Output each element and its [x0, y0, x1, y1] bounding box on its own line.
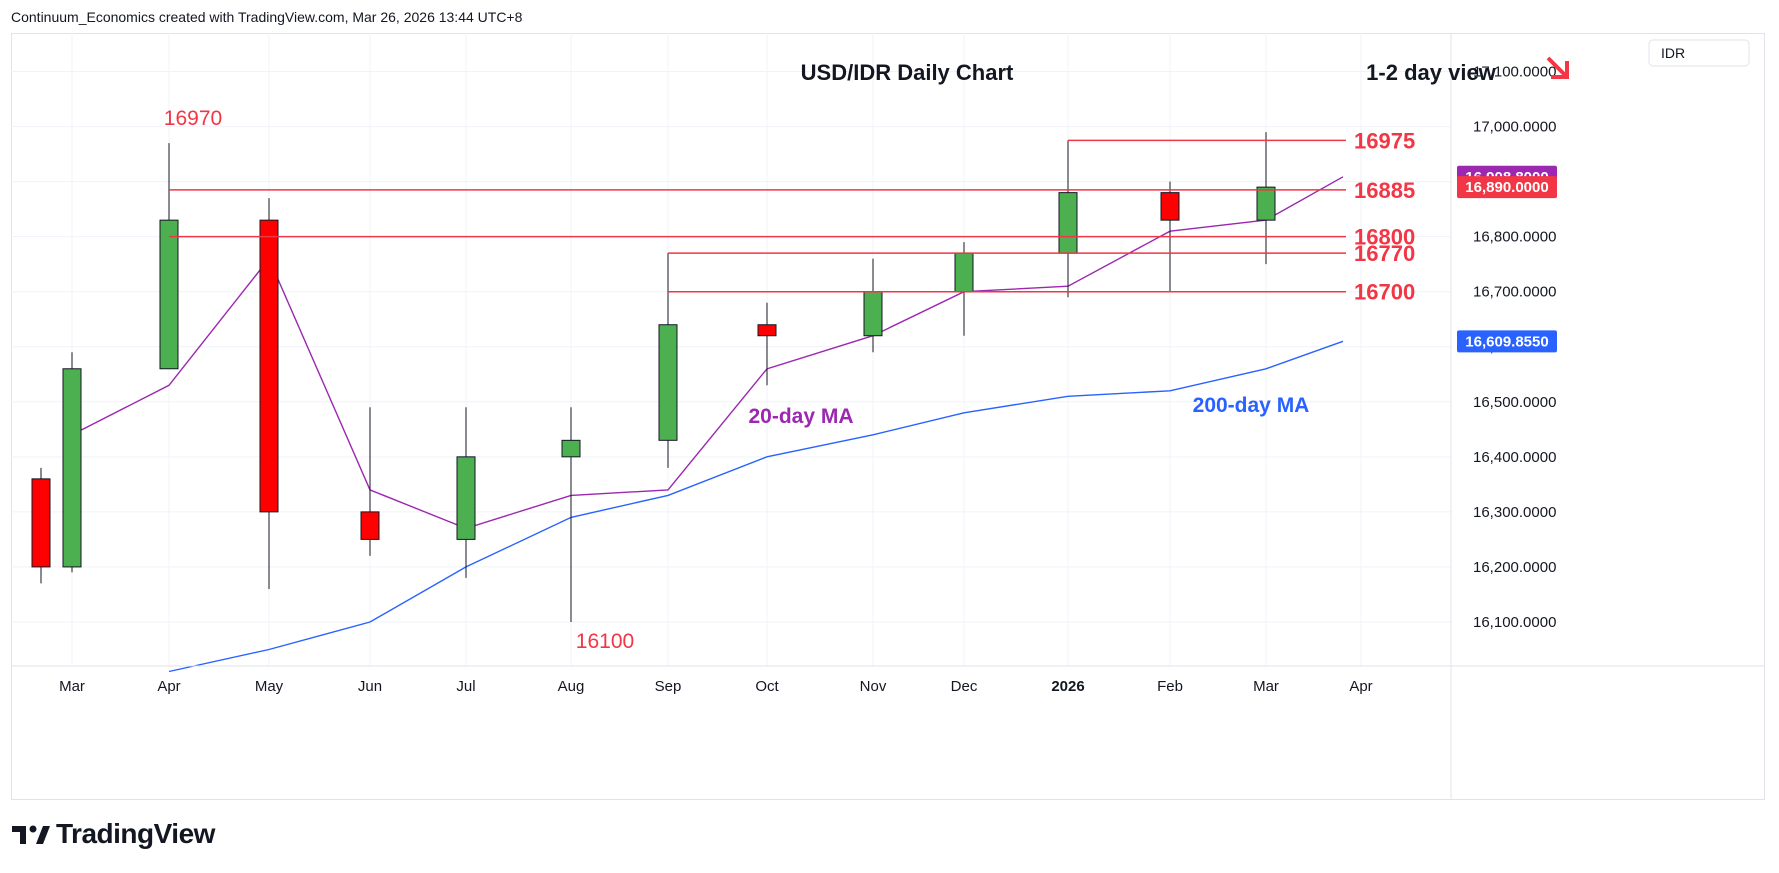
ma-200-layer [168, 340, 1344, 673]
candle-body[interactable] [863, 291, 883, 337]
annotation-16970: 16970 [164, 107, 222, 130]
y-tick-label: 16,700.0000 [1473, 284, 1556, 301]
candle-body[interactable] [658, 324, 678, 441]
x-tick-label: Jun [358, 678, 382, 695]
chart-frame [11, 33, 1765, 800]
x-tick-label: Oct [755, 678, 779, 695]
candle-body[interactable] [1058, 192, 1078, 254]
level-label-16975: 16975 [1354, 128, 1415, 153]
candle-body[interactable] [456, 456, 476, 540]
candle-body[interactable] [561, 439, 581, 458]
tradingview-brand[interactable]: TradingView [12, 818, 215, 850]
annotation-200-day-ma: 200-day MA [1193, 394, 1310, 417]
y-tick-label: 16,100.0000 [1473, 614, 1556, 631]
chart-subtitle: 1-2 day view [1366, 60, 1497, 85]
annotation-20-day-ma: 20-day MA [748, 405, 853, 428]
y-tick-label: 17,000.0000 [1473, 119, 1556, 136]
y-tick-label: 16,300.0000 [1473, 504, 1556, 521]
level-label-16700: 16700 [1354, 280, 1415, 305]
price-badge-label: 16,890.0000 [1465, 179, 1548, 196]
currency-label: IDR [1661, 45, 1685, 61]
x-tick-label: Mar [59, 678, 85, 695]
x-tick-label: Dec [951, 678, 978, 695]
ma-20-layer [71, 176, 1344, 530]
annotation-16100: 16100 [576, 630, 634, 653]
x-tick-label: Mar [1253, 678, 1279, 695]
level-label-16800: 16800 [1354, 225, 1415, 250]
candle-body[interactable] [62, 368, 82, 568]
y-tick-label: 16,800.0000 [1473, 229, 1556, 246]
ma-20-line [71, 176, 1344, 530]
down-arrow-icon [1546, 56, 1569, 79]
candle-body[interactable] [1256, 186, 1276, 221]
level-label-16770: 16770 [1354, 241, 1415, 266]
x-tick-label: Apr [1349, 678, 1372, 695]
candle-body[interactable] [259, 219, 279, 513]
candle-body[interactable] [360, 511, 380, 540]
x-tick-label: Nov [860, 678, 887, 695]
candle-body[interactable] [31, 478, 51, 568]
label-layer: 16970 16100 20-day MA 200-day MA [164, 107, 1310, 653]
price-badge [1457, 330, 1557, 353]
currency-button[interactable]: IDR [1648, 39, 1750, 67]
x-tick-label: Jul [456, 678, 475, 695]
y-tick-label: 16,500.0000 [1473, 394, 1556, 411]
brand-name: TradingView [56, 818, 215, 849]
price-badge-label: 16,609.8550 [1465, 333, 1548, 350]
chart-credit: Continuum_Economics created with Trading… [11, 9, 523, 25]
candle-body[interactable] [159, 219, 179, 370]
x-tick-label: Sep [655, 678, 682, 695]
price-badge [1457, 176, 1557, 199]
candle-body[interactable] [1160, 192, 1180, 221]
axes: 17,100.000017,000.000016,900.000016,800.… [11, 33, 1765, 800]
x-tick-label: May [255, 678, 284, 695]
chart-title: USD/IDR Daily Chart [801, 60, 1014, 85]
ma-200-line [168, 340, 1344, 673]
x-tick-label: Apr [157, 678, 180, 695]
grid [11, 33, 1451, 666]
x-tick-label: 2026 [1051, 678, 1084, 695]
candle-body[interactable] [757, 324, 777, 337]
x-tick-label: Aug [558, 678, 585, 695]
level-label-16885: 16885 [1354, 178, 1415, 203]
y-tick-label: 16,400.0000 [1473, 449, 1556, 466]
y-tick-label: 17,100.0000 [1473, 64, 1556, 81]
candle-layer [31, 132, 1276, 622]
x-tick-label: Feb [1157, 678, 1183, 695]
y-tick-label: 16,200.0000 [1473, 559, 1556, 576]
candle-body[interactable] [954, 252, 974, 293]
tradingview-logo-icon [12, 825, 50, 844]
